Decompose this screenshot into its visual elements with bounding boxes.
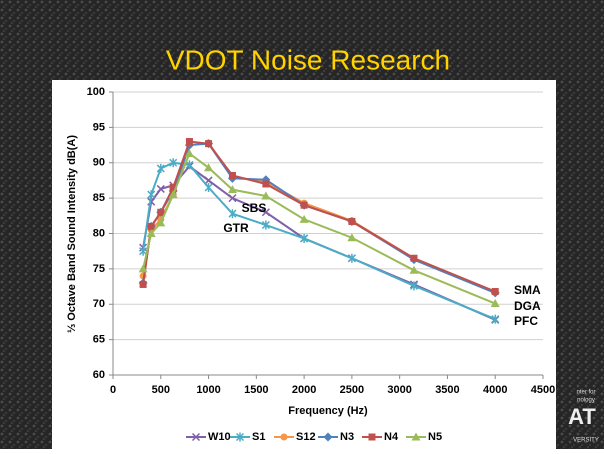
legend-label: S1 bbox=[252, 431, 265, 443]
data-point bbox=[156, 163, 165, 173]
data-point bbox=[347, 233, 357, 242]
y-axis-title: ⅓ Octave Band Sound Intensity dB(A) bbox=[66, 135, 78, 333]
x-axis-title: Frequency (Hz) bbox=[288, 405, 368, 417]
data-point bbox=[227, 185, 237, 194]
slide-title: VDOT Noise Research bbox=[166, 44, 450, 75]
data-point bbox=[147, 222, 155, 230]
x-tick-label: 4000 bbox=[483, 384, 507, 396]
y-tick-label: 100 bbox=[87, 86, 105, 98]
logo-text: nology bbox=[577, 398, 595, 404]
data-point bbox=[490, 299, 500, 308]
legend-marker bbox=[368, 433, 376, 441]
y-tick-label: 60 bbox=[93, 369, 105, 381]
data-point bbox=[261, 220, 270, 230]
data-point bbox=[409, 281, 419, 291]
logo-text: AT bbox=[568, 404, 596, 429]
data-point bbox=[491, 314, 500, 324]
data-point bbox=[205, 140, 213, 148]
annotation: GTR bbox=[223, 221, 249, 235]
annotation: SMA bbox=[514, 283, 541, 297]
x-tick-label: 1000 bbox=[196, 384, 220, 396]
x-tick-label: 3500 bbox=[435, 384, 459, 396]
y-tick-label: 85 bbox=[93, 192, 105, 204]
data-point bbox=[299, 214, 309, 223]
annotation: PFC bbox=[514, 314, 538, 328]
chart-panel bbox=[52, 80, 556, 449]
y-tick-label: 65 bbox=[93, 334, 105, 346]
data-point bbox=[147, 190, 156, 200]
legend-marker bbox=[280, 433, 288, 441]
x-tick-label: 0 bbox=[110, 384, 116, 396]
data-point bbox=[169, 158, 178, 168]
data-point bbox=[204, 163, 214, 172]
data-point bbox=[409, 265, 419, 274]
legend-label: N5 bbox=[428, 431, 442, 443]
logo-text: nter for bbox=[576, 390, 595, 396]
logo-text: VERSITY bbox=[573, 438, 599, 444]
legend-marker bbox=[191, 432, 201, 442]
data-point bbox=[156, 218, 166, 227]
data-point bbox=[157, 208, 165, 216]
data-point bbox=[146, 229, 156, 237]
data-point bbox=[300, 201, 308, 209]
legend-label: W10 bbox=[208, 431, 231, 443]
legend-marker bbox=[323, 432, 333, 442]
x-tick-label: 2500 bbox=[340, 384, 364, 396]
legend-label: N4 bbox=[384, 431, 399, 443]
data-point bbox=[204, 176, 213, 185]
legend-marker bbox=[411, 432, 421, 441]
data-point bbox=[139, 280, 147, 288]
data-point bbox=[204, 183, 213, 193]
data-point bbox=[139, 246, 148, 256]
series-line bbox=[142, 161, 496, 321]
y-tick-label: 95 bbox=[93, 121, 105, 133]
x-tick-label: 500 bbox=[152, 384, 170, 396]
y-tick-label: 90 bbox=[93, 157, 105, 169]
y-tick-label: 75 bbox=[93, 263, 105, 275]
x-tick-label: 4500 bbox=[531, 384, 555, 396]
data-point bbox=[228, 194, 237, 203]
data-point bbox=[410, 254, 418, 262]
annotation: SBS bbox=[242, 201, 267, 215]
legend-label: S12 bbox=[296, 431, 316, 443]
y-tick-label: 80 bbox=[93, 227, 105, 239]
data-point bbox=[185, 160, 194, 170]
data-point bbox=[261, 208, 270, 217]
data-point bbox=[261, 191, 271, 200]
data-point bbox=[168, 190, 178, 199]
annotation: DGA bbox=[514, 299, 541, 313]
data-point bbox=[348, 217, 356, 225]
x-tick-label: 1500 bbox=[244, 384, 268, 396]
data-point bbox=[347, 253, 356, 263]
data-point bbox=[184, 149, 194, 158]
data-point bbox=[138, 264, 148, 273]
data-point bbox=[185, 138, 193, 146]
data-point bbox=[262, 180, 270, 188]
data-point bbox=[300, 233, 309, 243]
data-point bbox=[156, 184, 165, 193]
data-point bbox=[228, 209, 237, 219]
x-tick-label: 2000 bbox=[292, 384, 316, 396]
data-point bbox=[491, 288, 499, 296]
legend-marker bbox=[235, 432, 245, 442]
legend-label: N3 bbox=[340, 431, 354, 443]
x-tick-label: 3000 bbox=[387, 384, 411, 396]
data-point bbox=[228, 171, 236, 179]
data-point bbox=[169, 184, 177, 192]
y-tick-label: 70 bbox=[93, 298, 105, 310]
